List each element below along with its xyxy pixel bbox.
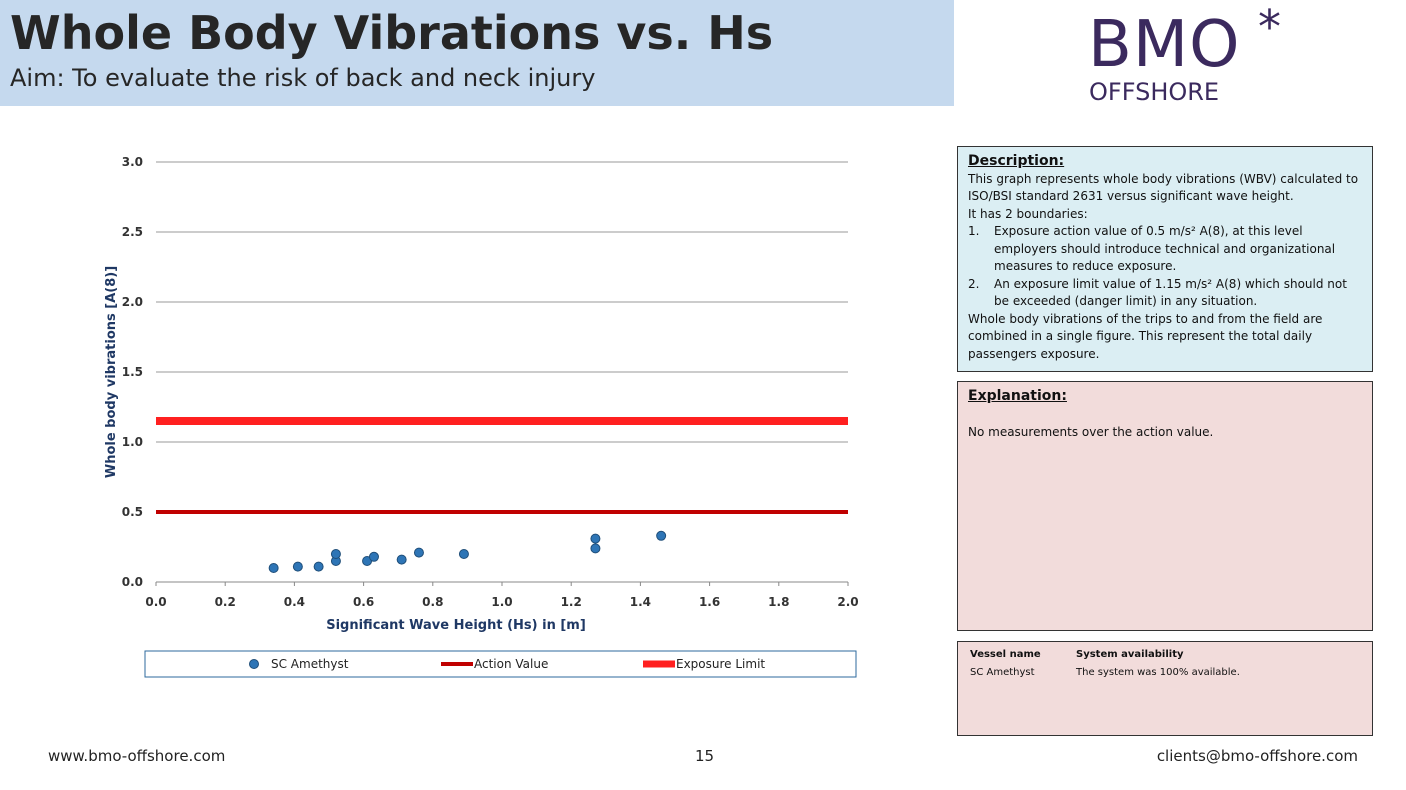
header-cell: System availability [1076, 649, 1184, 660]
x-tick-label: 0.8 [422, 595, 443, 609]
list-item: 2. An exposure limit value of 1.15 m/s² A… [968, 276, 1362, 311]
y-tick-label: 3.0 [122, 155, 143, 169]
logo-main: BMO [1088, 8, 1241, 82]
list-text: Exposure action value of 0.5 m/s² A(8), … [994, 224, 1336, 273]
y-tick-label: 0.5 [122, 505, 143, 519]
x-axis-label: Significant Wave Height (Hs) in [m] [326, 618, 586, 633]
list-marker: 2. [968, 276, 980, 291]
scatter-point [368, 551, 379, 562]
description-box: Description: This graph represents whole… [957, 146, 1373, 372]
scatter-point [458, 549, 469, 559]
x-tick-label: 1.8 [768, 595, 789, 609]
description-text: This graph represents whole body vibrati… [968, 171, 1359, 204]
scatter-point [330, 549, 341, 559]
cell: The system was 100% available. [1076, 667, 1240, 678]
scatter-point [268, 563, 279, 573]
explanation-title: Explanation: [968, 388, 1067, 404]
table-row: SC Amethyst The system was 100% available… [970, 664, 1360, 682]
legend-marker [249, 659, 259, 669]
x-tick-label: 0.0 [145, 595, 166, 609]
x-tick-label: 0.6 [353, 595, 374, 609]
table-header: Vessel name System availability [970, 646, 1360, 664]
list-item: 1. Exposure action value of 0.5 m/s² A(8)… [968, 223, 1362, 276]
x-tick-label: 1.4 [630, 595, 651, 609]
y-tick-label: 1.5 [122, 365, 143, 379]
logo-sub: OFFSHORE [1089, 78, 1220, 106]
list-text: An exposure limit value of 1.15 m/s² A(8… [994, 276, 1347, 309]
footer-website: www.bmo-offshore.com [48, 747, 226, 765]
explanation-box: Explanation: No measurements over the ac… [957, 381, 1373, 631]
legend-label: Exposure Limit [676, 657, 765, 671]
description-text: Whole body vibrations of the trips to an… [968, 311, 1323, 361]
cell: SC Amethyst [970, 667, 1035, 678]
x-tick-label: 1.0 [491, 595, 512, 609]
y-tick-label: 1.0 [122, 435, 143, 449]
x-tick-label: 1.6 [699, 595, 720, 609]
legend-label: SC Amethyst [271, 657, 349, 671]
legend-label: Action Value [474, 657, 548, 671]
footer-email: clients@bmo-offshore.com [1156, 747, 1358, 765]
scatter-point [590, 533, 601, 544]
title: Whole Body Vibrations vs. Hs [10, 6, 774, 60]
scatter-point [292, 561, 303, 572]
vessel-table: Vessel name System availability SC Amethy… [957, 641, 1373, 736]
scatter-point [396, 554, 407, 565]
y-axis-label: Whole body vibrations [A(8)] [104, 266, 119, 478]
legend-box [144, 650, 857, 678]
y-tick-label: 0.0 [122, 575, 143, 589]
scatter-point [413, 547, 424, 558]
scatter-point [590, 543, 601, 554]
x-tick-label: 0.2 [215, 595, 236, 609]
description-title: Description: [968, 153, 1065, 169]
scatter-point [313, 561, 324, 572]
header-cell: Vessel name [970, 649, 1041, 660]
y-tick-label: 2.5 [122, 225, 143, 239]
x-tick-label: 1.2 [561, 595, 582, 609]
page-number: 15 [695, 747, 715, 765]
header-band [0, 0, 954, 106]
logo-star: * [1258, 0, 1281, 54]
description-text: It has 2 boundaries: [968, 206, 1088, 221]
explanation-text: No measurements over the action value. [968, 424, 1214, 439]
subtitle: Aim: To evaluate the risk of back and ne… [10, 64, 596, 92]
list-marker: 1. [968, 224, 980, 238]
chart: 0.0 0.5 1.0 1.5 2.0 2.5 3.0 0.0 0.2 0.4 0.6 0.8 1.0 1… [104, 155, 859, 678]
x-tick-label: 0.4 [284, 595, 305, 609]
x-tick-label: 2.0 [837, 595, 858, 609]
y-tick-label: 2.0 [122, 295, 143, 309]
scatter-point [656, 530, 667, 541]
